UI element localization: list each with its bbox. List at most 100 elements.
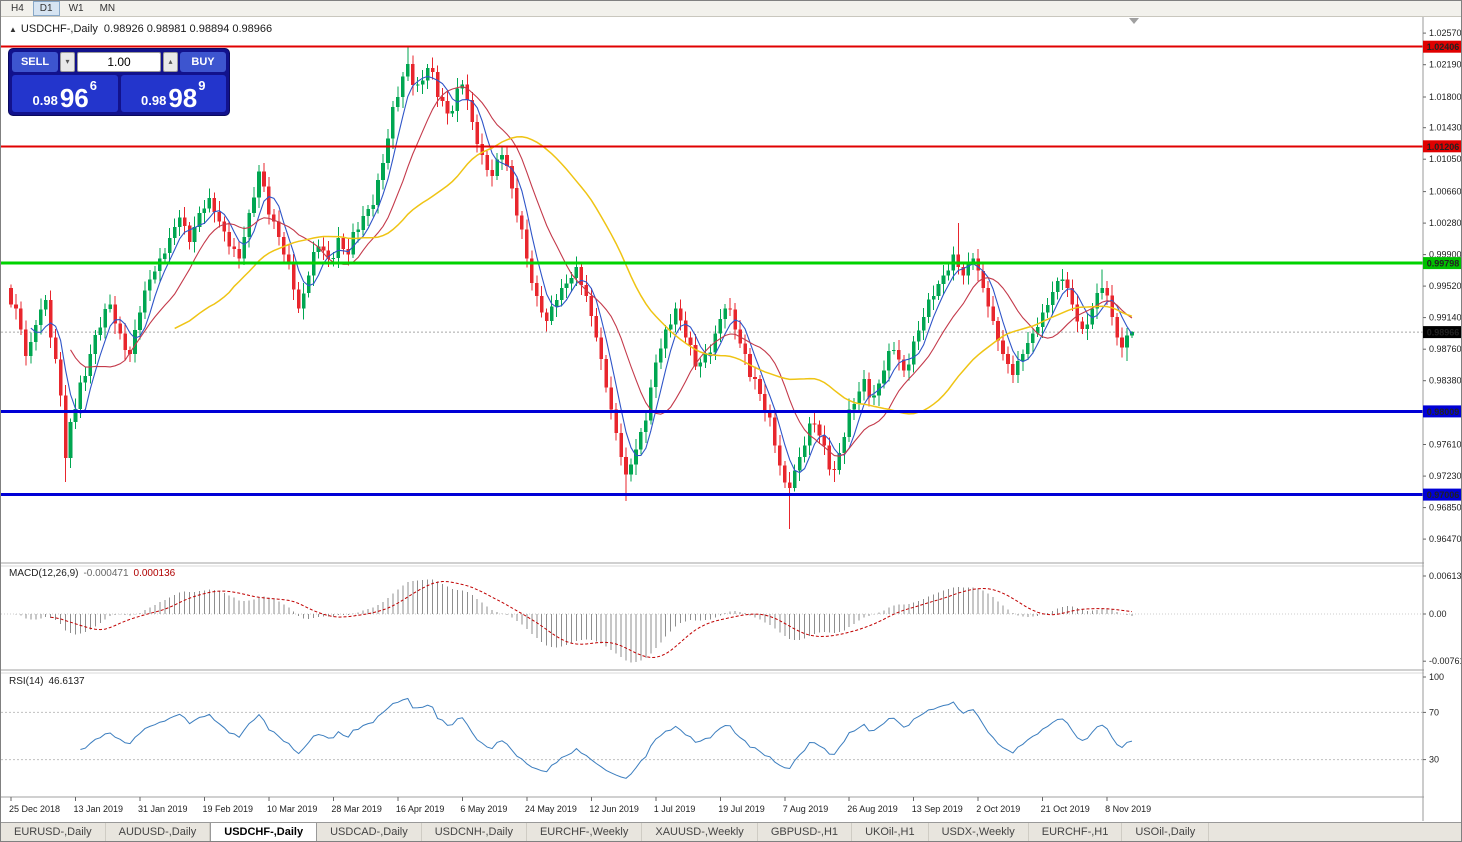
svg-text:16 Apr 2019: 16 Apr 2019	[396, 804, 445, 814]
svg-text:1.02190: 1.02190	[1429, 60, 1462, 70]
chart-tab-usdchf-daily[interactable]: USDCHF-,Daily	[210, 823, 318, 841]
svg-text:24 May 2019: 24 May 2019	[525, 804, 577, 814]
candlestick-series	[9, 47, 1134, 530]
svg-text:0.98009: 0.98009	[1427, 407, 1460, 417]
chart-tab-eurchf-h1[interactable]: EURCHF-,H1	[1029, 823, 1123, 841]
volume-increase-button[interactable]: ▴	[163, 52, 178, 72]
svg-text:19 Jul 2019: 19 Jul 2019	[718, 804, 765, 814]
chart-tab-bar: EURUSD-,Daily AUDUSD-,Daily USDCHF-,Daily U…	[1, 822, 1461, 841]
timeframe-button-d1[interactable]: D1	[32, 1, 60, 16]
price-badge-0.98009: 0.98009	[1423, 405, 1461, 418]
price-badge-1.01206: 1.01206	[1423, 140, 1461, 153]
bid-price-pips: 96	[59, 82, 89, 113]
timeframe-toolbar: H4 D1 W1 MN	[1, 1, 1461, 17]
svg-text:30: 30	[1429, 755, 1439, 765]
chart-tab-eurusd-daily[interactable]: EURUSD-,Daily	[1, 823, 106, 841]
volume-decrease-button[interactable]: ▾	[60, 52, 75, 72]
svg-text:0.00613: 0.00613	[1429, 571, 1462, 581]
panel-separators	[1, 562, 1461, 798]
macd-value-signal: 0.000136	[133, 568, 176, 579]
svg-text:1.01050: 1.01050	[1429, 154, 1462, 164]
chart-tab-eurchf-weekly[interactable]: EURCHF-,Weekly	[527, 823, 643, 841]
svg-text:1.02570: 1.02570	[1429, 28, 1462, 38]
rsi-axis: 100 70 30	[1423, 672, 1444, 765]
volume-input[interactable]	[77, 52, 161, 72]
macd-name: MACD(12,26,9)	[9, 568, 79, 579]
rsi-name: RSI(14)	[9, 676, 44, 687]
svg-text:0.99900: 0.99900	[1429, 250, 1462, 260]
buy-button[interactable]: BUY	[180, 52, 226, 72]
rsi-line	[80, 697, 1133, 779]
svg-text:7 Aug 2019: 7 Aug 2019	[783, 804, 829, 814]
bid-price-main: 0.98	[32, 93, 58, 109]
ask-price-main: 0.98	[141, 93, 167, 109]
ma-5-line	[30, 75, 1133, 474]
svg-text:21 Oct 2019: 21 Oct 2019	[1041, 804, 1090, 814]
svg-text:31 Jan 2019: 31 Jan 2019	[138, 804, 188, 814]
macd-panel	[1, 579, 1423, 663]
svg-text:-0.00761: -0.00761	[1429, 656, 1462, 666]
chart-tab-usdcnh-daily[interactable]: USDCNH-,Daily	[422, 823, 527, 841]
svg-text:8 Nov 2019: 8 Nov 2019	[1105, 804, 1151, 814]
svg-text:70: 70	[1429, 707, 1439, 717]
svg-text:1.00280: 1.00280	[1429, 218, 1462, 228]
price-badge-0.99798: 0.99798	[1423, 257, 1461, 270]
chart-shift-marker[interactable]	[1129, 18, 1139, 24]
svg-text:12 Jun 2019: 12 Jun 2019	[589, 804, 639, 814]
date-axis: 25 Dec 2018 13 Jan 2019 31 Jan 2019 19 Feb …	[9, 797, 1151, 814]
svg-text:0.97230: 0.97230	[1429, 471, 1462, 481]
chart-tab-xauusd-weekly[interactable]: XAUUSD-,Weekly	[642, 823, 758, 841]
sell-price-display[interactable]: 0.98 96 6	[12, 75, 118, 112]
macd-indicator-label: MACD(12,26,9) -0.000471 0.000136	[9, 568, 175, 579]
svg-text:19 Feb 2019: 19 Feb 2019	[202, 804, 253, 814]
svg-text:6 May 2019: 6 May 2019	[460, 804, 507, 814]
chart-tab-usdcad-daily[interactable]: USDCAD-,Daily	[317, 823, 422, 841]
macd-axis: 0.00613 0.00 -0.00761	[1423, 571, 1462, 666]
bid-price-point: 6	[89, 78, 97, 93]
rsi-value: 46.6137	[48, 676, 85, 687]
timeframe-button-w1[interactable]: W1	[68, 3, 84, 14]
chart-tab-ukoil-h1[interactable]: UKOil-,H1	[852, 823, 929, 841]
svg-text:0.96850: 0.96850	[1429, 503, 1462, 513]
svg-text:0.97006: 0.97006	[1427, 490, 1460, 500]
svg-text:0.97610: 0.97610	[1429, 440, 1462, 450]
svg-text:0.98380: 0.98380	[1429, 376, 1462, 386]
svg-text:13 Jan 2019: 13 Jan 2019	[73, 804, 123, 814]
svg-text:1.02406: 1.02406	[1427, 42, 1460, 52]
ma-34-line	[174, 136, 1133, 415]
macd-signal-line	[50, 580, 1133, 659]
svg-text:1 Jul 2019: 1 Jul 2019	[654, 804, 696, 814]
chart-tab-audusd-daily[interactable]: AUDUSD-,Daily	[106, 823, 211, 841]
svg-text:25 Dec 2018: 25 Dec 2018	[9, 804, 60, 814]
price-badge-0.98966: 0.98966	[1423, 326, 1461, 339]
svg-text:0.99520: 0.99520	[1429, 281, 1462, 291]
chart-tab-gbpusd-h1[interactable]: GBPUSD-,H1	[758, 823, 853, 841]
chart-tab-usoil-daily[interactable]: USOil-,Daily	[1122, 823, 1210, 841]
rsi-panel	[1, 697, 1423, 779]
svg-text:1.01800: 1.01800	[1429, 92, 1462, 102]
svg-text:0.99798: 0.99798	[1427, 259, 1460, 269]
timeframe-button-h4[interactable]: H4	[11, 3, 24, 14]
sell-button[interactable]: SELL	[12, 52, 58, 72]
one-click-collapse-icon[interactable]: ▲	[9, 25, 17, 34]
macd-histogram	[15, 579, 1133, 663]
price-badge-1.02406: 1.02406	[1423, 40, 1461, 53]
svg-text:0.98760: 0.98760	[1429, 344, 1462, 354]
svg-text:1.01206: 1.01206	[1427, 142, 1460, 152]
svg-text:100: 100	[1429, 672, 1444, 682]
ask-price-point: 9	[198, 78, 206, 93]
buy-price-display[interactable]: 0.98 98 9	[120, 75, 226, 113]
svg-text:10 Mar 2019: 10 Mar 2019	[267, 804, 318, 814]
ask-price-pips: 98	[168, 82, 198, 113]
rsi-indicator-label: RSI(14) 46.6137	[9, 676, 85, 687]
chart-ohlc-label: 0.98926 0.98981 0.98894 0.98966	[103, 23, 273, 35]
chart-symbol-label: USDCHF-,Daily	[20, 23, 98, 35]
timeframe-button-mn[interactable]: MN	[99, 3, 116, 14]
chart-tab-usdx-weekly[interactable]: USDX-,Weekly	[929, 823, 1029, 841]
svg-text:1.01430: 1.01430	[1429, 123, 1462, 133]
svg-text:26 Aug 2019: 26 Aug 2019	[847, 804, 898, 814]
price-badge-0.97006: 0.97006	[1423, 488, 1461, 501]
